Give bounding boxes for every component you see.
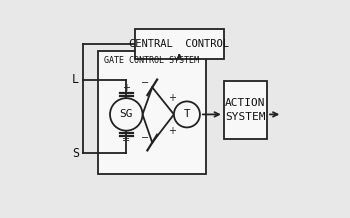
Text: L: L xyxy=(72,73,79,86)
FancyBboxPatch shape xyxy=(135,29,224,59)
Text: −: − xyxy=(141,78,149,88)
FancyBboxPatch shape xyxy=(224,81,267,139)
Circle shape xyxy=(174,101,200,127)
Text: +: + xyxy=(168,126,176,136)
Circle shape xyxy=(110,98,142,131)
Text: −: − xyxy=(141,133,149,143)
Text: +: + xyxy=(168,93,176,103)
Text: T: T xyxy=(183,109,190,119)
Text: ACTION
SYSTEM: ACTION SYSTEM xyxy=(225,98,266,122)
Text: SG: SG xyxy=(119,109,133,119)
Text: GATE CONTROL SYSTEM: GATE CONTROL SYSTEM xyxy=(104,56,198,65)
Text: S: S xyxy=(72,147,79,160)
Text: CENTRAL  CONTROL: CENTRAL CONTROL xyxy=(130,39,229,49)
FancyBboxPatch shape xyxy=(98,51,206,174)
Text: +: + xyxy=(122,83,130,94)
Text: =: = xyxy=(122,135,130,145)
